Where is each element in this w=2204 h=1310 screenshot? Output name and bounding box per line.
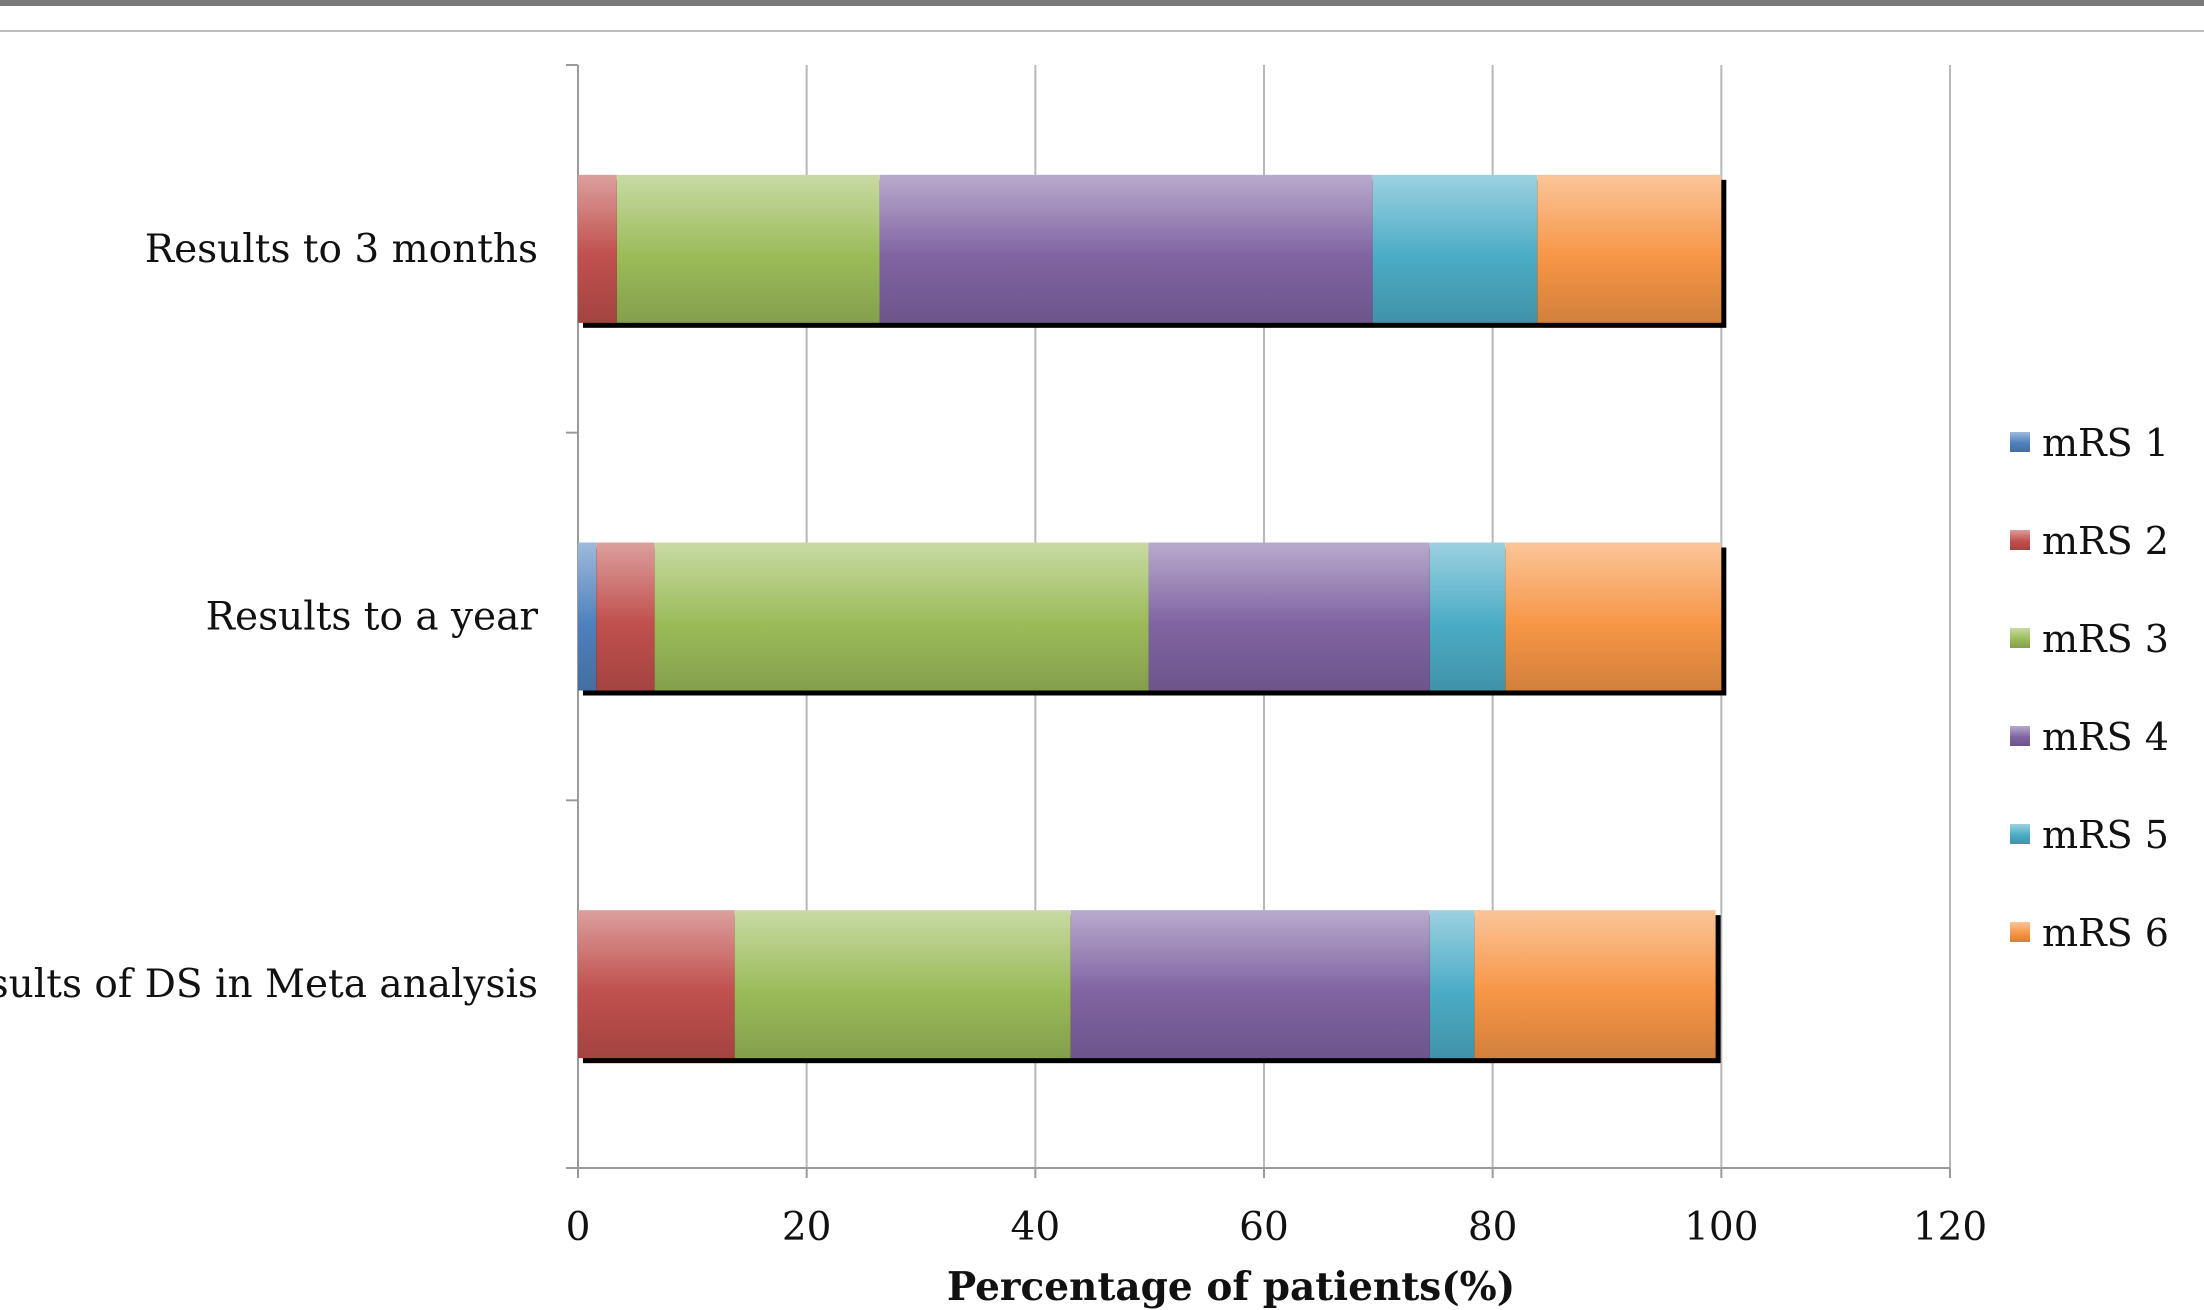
bar-group [578, 174, 1727, 328]
bar-segment [734, 910, 1071, 1059]
bar-segment [1505, 542, 1722, 691]
legend-label: mRS 6 [2042, 911, 2169, 955]
legend-label: mRS 3 [2042, 617, 2169, 661]
bar-group [578, 910, 1721, 1064]
legend-swatch [2010, 824, 2030, 844]
legend-label: mRS 2 [2042, 519, 2169, 563]
category-label: Results of DS in Meta analysis [0, 962, 538, 1007]
legend-label: mRS 1 [2042, 421, 2169, 465]
bar-segment [1474, 910, 1716, 1059]
x-axis-title: Percentage of patients(%) [947, 1264, 1515, 1310]
legend-label: mRS 4 [2042, 715, 2169, 759]
top-frame [0, 0, 2204, 32]
bar-segment [654, 542, 1149, 691]
bar-segment [596, 542, 655, 691]
bar-segment [578, 542, 597, 691]
legend-swatch [2010, 628, 2030, 648]
bar-segment [1429, 542, 1506, 691]
bar-segment [578, 174, 617, 323]
category-labels: Results to 3 months Results to a year Resu… [0, 227, 538, 1007]
legend-swatch [2010, 726, 2030, 746]
bar-segment [616, 174, 880, 323]
legend-swatch [2010, 530, 2030, 550]
x-tick-label: 60 [1239, 1205, 1289, 1250]
x-tick-labels: 0 20 40 60 80 100 120 [566, 1205, 1988, 1250]
bar-segment [1372, 174, 1538, 323]
bars [578, 174, 1727, 1064]
legend-swatch [2010, 432, 2030, 452]
x-tick-label: 0 [566, 1205, 591, 1250]
bar-segment [879, 174, 1373, 323]
legend-swatch [2010, 922, 2030, 942]
bar-segment [1070, 910, 1430, 1059]
x-tick-label: 120 [1913, 1205, 1987, 1250]
x-tick-label: 20 [782, 1205, 832, 1250]
category-label: Results to 3 months [145, 227, 538, 272]
bar-segment [1537, 174, 1722, 323]
category-label: Results to a year [206, 595, 539, 640]
x-tick-label: 80 [1468, 1205, 1518, 1250]
x-tick-label: 100 [1684, 1205, 1758, 1250]
bar-segment [578, 910, 735, 1059]
legend-label: mRS 5 [2042, 813, 2169, 857]
legend: mRS 1 mRS 2 mRS 3 mRS 4 mRS 5 mRS 6 [2010, 421, 2169, 955]
bar-group [578, 542, 1727, 696]
bar-segment [1429, 910, 1475, 1059]
bar-segment [1148, 542, 1430, 691]
x-tick-label: 40 [1011, 1205, 1061, 1250]
